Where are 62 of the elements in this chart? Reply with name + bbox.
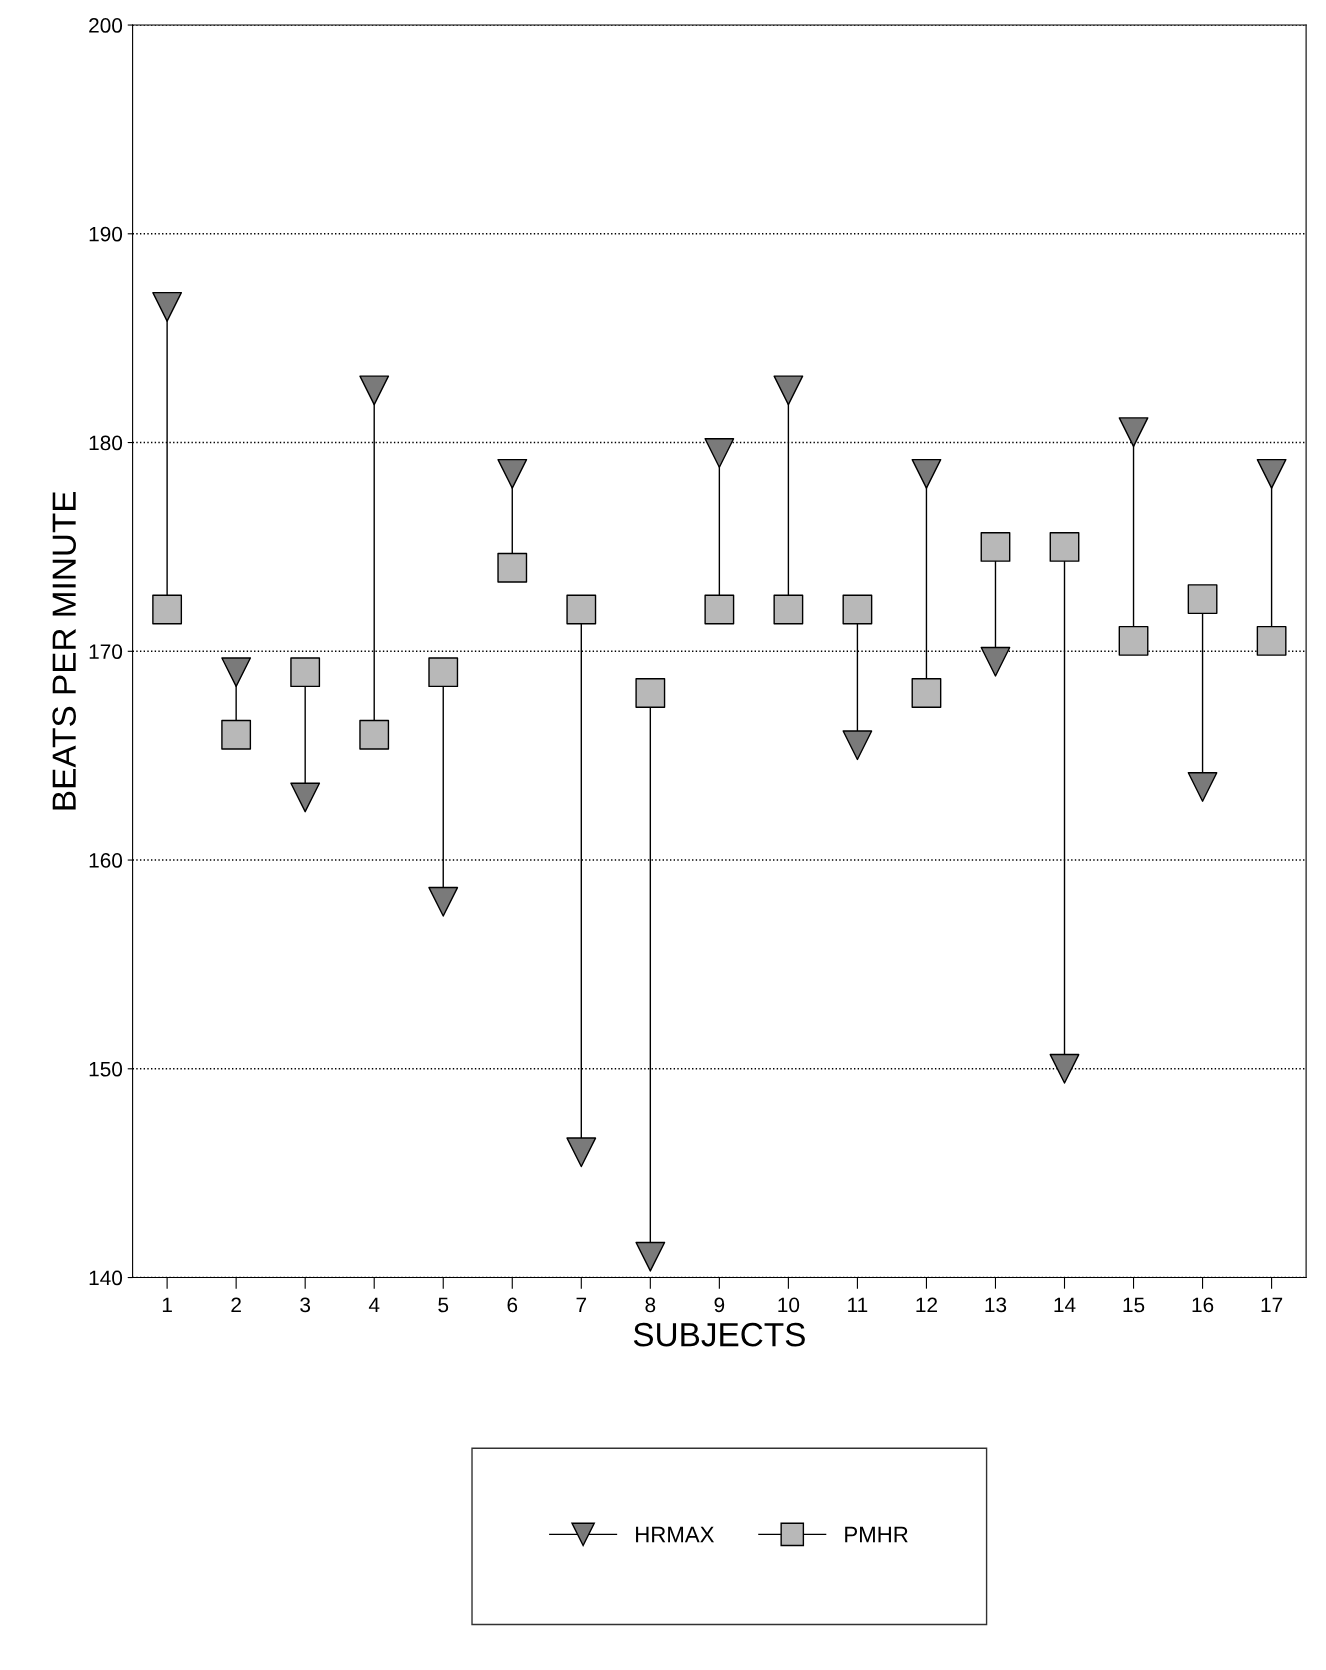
point (221, 719, 252, 750)
point (1187, 772, 1218, 802)
point (428, 657, 459, 688)
x-tick-label: 6 (507, 1297, 518, 1313)
x-tick-label: 10 (778, 1297, 800, 1313)
point (497, 458, 528, 489)
x-axis-title: SUBJECTS (633, 1322, 805, 1347)
point (290, 657, 321, 688)
point (359, 375, 390, 406)
point (566, 594, 597, 625)
y-tick-label: 170 (89, 644, 123, 660)
point (704, 594, 735, 625)
x-tick-label: 3 (300, 1297, 311, 1313)
x-tick-label: 1 (162, 1297, 172, 1313)
y-tick-label: 180 (89, 435, 123, 451)
point (980, 646, 1011, 677)
point (1256, 458, 1287, 489)
y-tick-label: 190 (89, 226, 123, 242)
point (1049, 1053, 1080, 1084)
point (1049, 531, 1080, 562)
x-tick-label: 5 (438, 1297, 449, 1313)
x-tick-label: 11 (848, 1297, 868, 1313)
x-tick-label: 15 (1123, 1297, 1145, 1313)
point (221, 657, 252, 688)
y-tick-label: 140 (89, 1270, 123, 1286)
point (359, 719, 390, 750)
x-tick-label: 13 (985, 1297, 1007, 1313)
x-tick-label: 16 (1192, 1297, 1214, 1313)
y-tick-label: 160 (89, 853, 123, 868)
point (635, 1241, 666, 1272)
point (842, 730, 873, 761)
x-tick-label: 14 (1054, 1297, 1076, 1313)
y-tick-label: 200 (89, 18, 123, 33)
x-tick-label: 9 (714, 1297, 725, 1313)
point (635, 678, 666, 708)
point (704, 438, 735, 468)
point (773, 375, 804, 406)
x-tick-label: 17 (1261, 1297, 1283, 1313)
point (152, 291, 183, 322)
point (290, 782, 321, 813)
legend-label: HRMAX (636, 1526, 715, 1543)
point (1118, 417, 1149, 448)
point (566, 1137, 597, 1168)
x-tick-label: 7 (576, 1297, 587, 1313)
point (152, 594, 183, 625)
point (1256, 625, 1287, 656)
point (497, 552, 528, 583)
x-tick-label: 4 (368, 1297, 380, 1313)
point (428, 886, 459, 917)
legend-label: PMHR (845, 1526, 908, 1543)
y-tick-label: 150 (89, 1061, 123, 1077)
point (911, 678, 942, 708)
x-tick-label: 8 (645, 1297, 656, 1313)
point (1118, 625, 1149, 656)
x-tick-label: 12 (916, 1297, 937, 1313)
point (1187, 584, 1218, 615)
point (842, 594, 873, 625)
point (773, 594, 804, 625)
y-axis-title: BEATS PER MINUTE (52, 491, 76, 810)
x-tick-label: 2 (231, 1297, 241, 1313)
point (911, 458, 942, 489)
point (980, 531, 1011, 562)
